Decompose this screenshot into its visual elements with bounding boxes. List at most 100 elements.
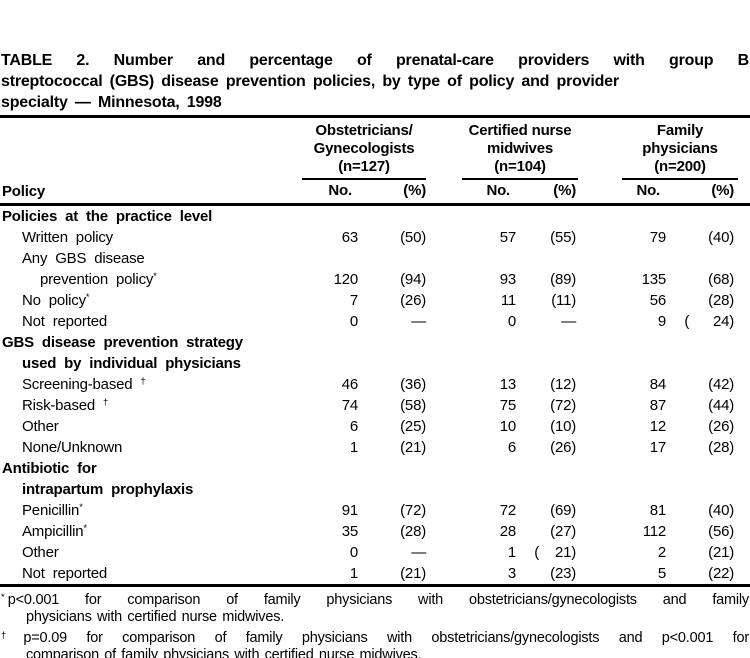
value-cell: 75: [499, 397, 517, 414]
pct-header-obgyn: (%): [360, 180, 429, 206]
group-header-fp-box: Family physicians (n=200): [622, 118, 739, 180]
value-cell: [578, 458, 668, 479]
footnote-marker: *: [83, 523, 88, 534]
policy-label-cell: Ampicillin*: [0, 521, 300, 542]
value-cell: (55): [550, 229, 577, 246]
value-cell: 28: [499, 523, 517, 540]
value-cell: (72): [550, 397, 577, 414]
value-cell: (36): [400, 376, 427, 393]
value-cell: (25): [400, 418, 427, 435]
table-row: intrapartum prophylaxis: [0, 479, 750, 500]
table-row: Ampicillin* 35 (28) 28 (27) 112 (56): [0, 521, 750, 542]
value-cell: [578, 205, 668, 228]
value-cell: 79: [649, 229, 667, 246]
footnote-text: p=0.09 for comparison of family physicia…: [23, 629, 749, 646]
table-row: Written policy 63 (50) 57 (55) 79 (40): [0, 227, 750, 248]
value-cell: [300, 332, 360, 353]
policy-column-header: Policy: [0, 116, 300, 206]
value-cell: 3: [507, 565, 517, 582]
subheader-row: No. (%) No. (%) No. (%): [0, 180, 750, 206]
column-group-header-row: Policy Obstetricians/ Gynecologists (n=1…: [0, 116, 750, 206]
value-cell: (94): [400, 271, 427, 288]
value-cell: 6: [507, 439, 517, 456]
value-cell: (22): [708, 565, 735, 582]
value-cell: [578, 248, 668, 269]
policy-label-cell: Other: [0, 542, 300, 563]
policy-label: None/Unknown: [22, 439, 123, 456]
footnote-marker: †: [1, 629, 21, 641]
policy-label-cell: Not reported: [0, 563, 300, 586]
footnote-marker: †: [103, 397, 109, 408]
value-cell: [360, 458, 428, 479]
value-cell: [428, 205, 518, 228]
value-cell: [518, 248, 578, 269]
value-cell: (21): [400, 439, 427, 456]
value-cell: (72): [400, 502, 427, 519]
value-cell: 13: [499, 376, 517, 393]
policy-label: Risk-based: [22, 397, 103, 414]
footnote-2-line-1: † p=0.09 for comparison of family physici…: [1, 627, 749, 647]
value-cell: [518, 458, 578, 479]
policy-label: No policy: [22, 292, 86, 309]
value-cell: [360, 205, 428, 228]
footnote-marker: *: [1, 592, 5, 603]
footnote-1: * p<0.001 for comparison of family physic…: [1, 589, 749, 627]
footnote-2: † p=0.09 for comparison of family physici…: [1, 627, 749, 658]
value-cell: [300, 458, 360, 479]
table-row: Antibiotic for: [0, 458, 750, 479]
value-cell: 87: [649, 397, 667, 414]
value-cell: (69): [550, 502, 577, 519]
table-row: Other 0 — 1 ( 21) 2 (21): [0, 542, 750, 563]
value-cell: —: [411, 313, 427, 330]
value-cell: [518, 332, 578, 353]
value-cell: 135: [641, 271, 667, 288]
value-cell: [428, 353, 518, 374]
table-row: Other 6 (25) 10 (10) 12 (26): [0, 416, 750, 437]
value-cell: 0: [349, 544, 358, 561]
value-cell: [428, 332, 518, 353]
value-cell: [300, 205, 360, 228]
value-cell: [668, 332, 750, 353]
policy-label: Any GBS disease: [22, 250, 145, 267]
value-cell: [668, 353, 750, 374]
policy-label: Antibiotic for: [2, 460, 97, 477]
value-cell: (28): [400, 523, 427, 540]
value-cell: [300, 248, 360, 269]
table-title: TABLE 2. Number and percentage of prenat…: [0, 50, 750, 113]
value-cell: 35: [341, 523, 358, 540]
value-cell: 1: [507, 544, 517, 561]
footnote-1-line-1: * p<0.001 for comparison of family physic…: [1, 589, 749, 609]
value-cell: [360, 248, 428, 269]
value-cell: 74: [341, 397, 358, 414]
value-cell: [300, 479, 360, 500]
policy-label-cell: Not reported: [0, 311, 300, 332]
value-cell: ( 21): [534, 544, 577, 561]
group-header-fp: Family physicians (n=200): [578, 117, 750, 180]
group-header-line: (n=200): [654, 158, 706, 175]
group-header-obgyn-box: Obstetricians/ Gynecologists (n=127): [302, 118, 427, 180]
value-cell: 5: [657, 565, 667, 582]
value-cell: [668, 248, 750, 269]
footnote-marker: *: [153, 271, 157, 282]
group-header-line: (n=104): [494, 158, 546, 175]
table-title-line-2: streptococcal (GBS) disease prevention p…: [1, 73, 619, 90]
policy-label: Not reported: [22, 565, 107, 582]
table-title-line-3: specialty — Minnesota, 1998: [1, 94, 222, 111]
group-header-line: Certified nurse: [468, 122, 572, 139]
value-cell: (89): [550, 271, 577, 288]
footnote-marker: †: [140, 376, 146, 387]
value-cell: [578, 479, 668, 500]
table-row: No policy* 7 (26) 11 (11) 56 (28): [0, 290, 750, 311]
value-cell: [668, 205, 750, 228]
footnotes: * p<0.001 for comparison of family physic…: [0, 589, 750, 658]
group-header-cnm: Certified nurse midwives (n=104): [428, 117, 579, 180]
value-cell: (40): [708, 229, 735, 246]
policy-label: GBS disease prevention strategy: [2, 334, 243, 351]
value-cell: (28): [708, 292, 735, 309]
policy-label: Other: [22, 418, 59, 435]
value-cell: 57: [499, 229, 517, 246]
policy-label: used by individual physicians: [22, 355, 241, 372]
value-cell: 91: [341, 502, 358, 519]
policy-label-cell: Other: [0, 416, 300, 437]
